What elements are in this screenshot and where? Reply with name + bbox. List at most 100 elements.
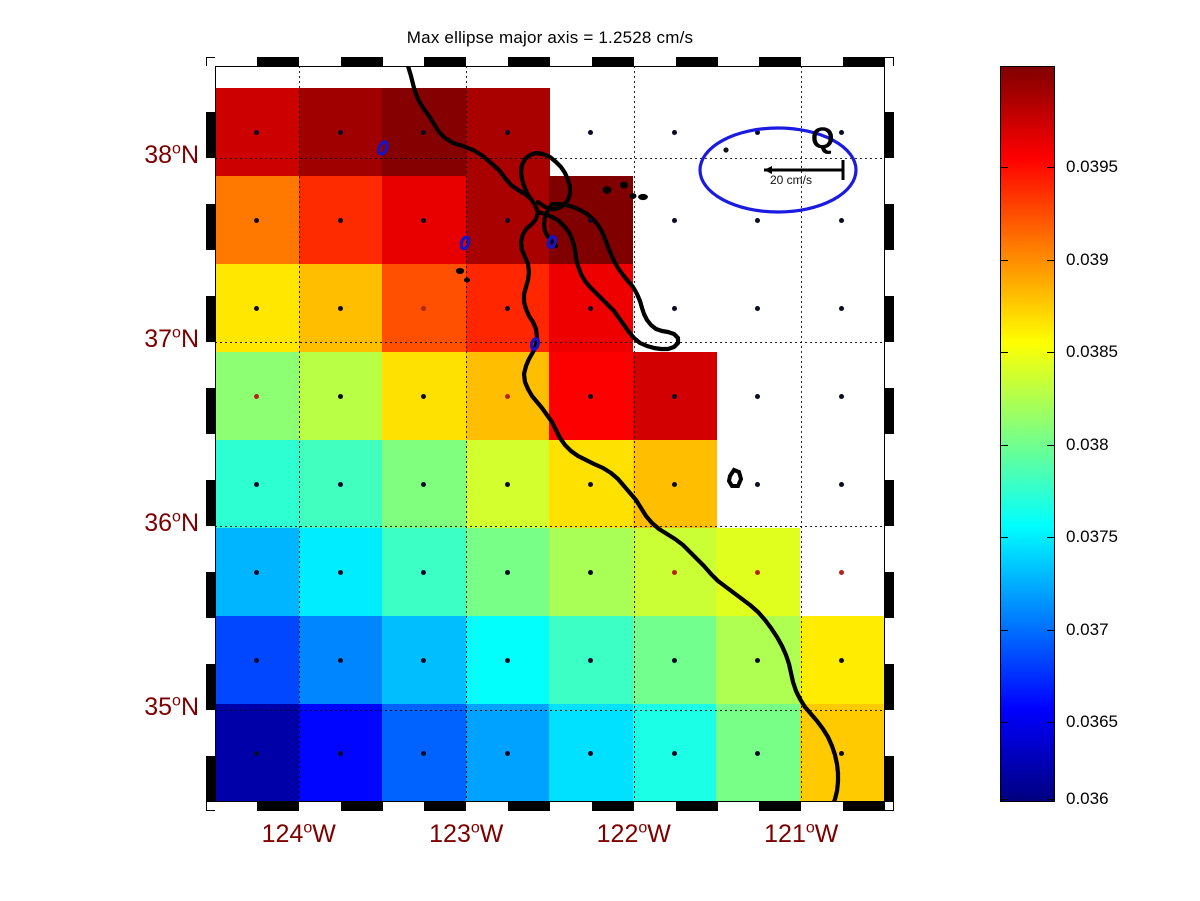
x-axis-tick-label: 121oW [764,819,839,848]
colorbar-tick-label: 0.0385 [1066,342,1118,362]
frame-tick-black [591,802,634,811]
frame-tick-black [759,802,802,811]
data-point-marker [254,569,260,575]
data-point-marker [838,393,844,399]
frame-tick-white [206,526,215,572]
frame-tick-white [801,57,844,66]
data-point-marker [254,750,260,756]
x-axis-tick-label: 123oW [429,819,504,848]
data-point-marker [671,481,677,487]
map-plot-area: 20 cm/s Q [215,66,885,802]
frame-tick-black [206,388,215,434]
frame-tick-white [206,710,215,756]
frame-tick-white [885,434,894,480]
frame-tick-white [206,434,215,480]
data-point-marker [671,129,677,135]
colorbar-tick-label: 0.0395 [1066,157,1118,177]
frame-tick-black [340,57,383,66]
colorbar-tick-mark [1001,537,1008,539]
data-point-marker [838,569,844,575]
data-point-marker [337,305,343,311]
frame-tick-black [424,802,467,811]
data-point-marker [588,750,594,756]
frame-tick-white [885,342,894,388]
frame-tick-black [885,480,894,526]
frame-tick-black [885,112,894,158]
colorbar-tick-mark [1001,629,1008,631]
legend-scale-label: 20 cm/s [770,173,813,187]
data-point-marker [838,481,844,487]
frame-tick-black [591,57,634,66]
frame-tick-black [206,756,215,802]
frame-tick-black [843,802,885,811]
data-point-marker [254,305,260,311]
colorbar-tick-mark [1047,799,1054,801]
frame-tick-black [885,204,894,250]
frame-tick-white [550,57,592,66]
data-point-marker [254,481,260,487]
data-point-marker [254,393,260,399]
frame-tick-white [885,526,894,572]
colorbar-tick-label: 0.0365 [1066,712,1118,732]
gridline-horizontal [215,710,885,711]
data-point-marker [504,305,510,311]
frame-tick-white [717,802,760,811]
data-point-marker [504,569,510,575]
colorbar-tick-label: 0.036 [1066,789,1109,809]
x-axis-tick-label: 122oW [596,819,671,848]
data-point-marker [504,750,510,756]
data-point-marker [588,569,594,575]
frame-tick-black [885,296,894,342]
y-axis-tick-label: 36oN [144,508,199,537]
colorbar-tick-mark [1001,799,1008,801]
frame-tick-white [633,802,676,811]
data-point-marker [337,129,343,135]
colorbar-tick-mark [1047,444,1054,446]
frame-tick-black [885,756,894,802]
gridline-vertical [634,66,635,802]
data-point-marker [671,569,677,575]
frame-tick-white [206,342,215,388]
frame-tick-black [675,802,718,811]
colorbar-tick-label: 0.0375 [1066,527,1118,547]
frame-tick-black [759,57,802,66]
colorbar[interactable]: 0.0395 0.039 0.0385 0.038 0.0375 0.037 0.0365 0… [1000,66,1118,808]
data-point-marker [588,393,594,399]
colorbar-gradient [1000,66,1055,802]
y-axis-tick-label: 37oN [144,324,199,353]
data-point-marker [755,569,761,575]
frame-tick-white [466,57,509,66]
frame-tick-black [206,664,215,710]
frame-tick-white [885,158,894,204]
data-point-marker [755,393,761,399]
colorbar-tick-mark [1001,444,1008,446]
data-point-marker [671,657,677,663]
data-point-marker [337,569,343,575]
frame-tick-white [298,57,341,66]
x-axis-tick-label: 124oW [261,819,336,848]
data-point-marker [254,217,260,223]
frame-tick-black [256,802,299,811]
data-point-marker [838,750,844,756]
data-point-marker [755,750,761,756]
data-point-marker [421,217,427,223]
frame-tick-white [215,57,257,66]
y-axis-tick-label: 38oN [144,140,199,169]
colorbar-tick-mark [1047,629,1054,631]
frame-tick-white [466,802,509,811]
page-title: Max ellipse major axis = 1.2528 cm/s [406,28,694,47]
frame-tick-black [206,204,215,250]
data-point-marker [254,129,260,135]
data-point-marker [337,481,343,487]
map-axes[interactable]: 20 cm/s Q 38oN 37oN 36oN 35oN 124oW 123oW 122… [144,57,894,848]
colorbar-tick-mark [1001,352,1008,354]
frame-tick-black [885,388,894,434]
data-point-marker [838,217,844,223]
data-point-marker [504,217,510,223]
data-point-marker [755,657,761,663]
colorbar-tick-mark [1001,167,1008,169]
frame-tick-white [206,250,215,296]
frame-tick-white [550,802,592,811]
data-point-marker [838,657,844,663]
